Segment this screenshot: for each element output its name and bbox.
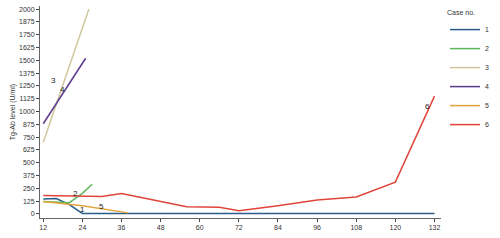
svg-text:36: 36 (118, 224, 126, 231)
svg-text:500: 500 (23, 159, 35, 166)
svg-text:5: 5 (485, 102, 489, 109)
svg-text:6: 6 (485, 121, 489, 128)
svg-text:2: 2 (73, 189, 78, 198)
svg-text:24: 24 (78, 224, 86, 231)
svg-text:625: 625 (23, 146, 35, 153)
svg-text:84: 84 (274, 224, 282, 231)
svg-text:48: 48 (157, 224, 165, 231)
svg-text:Case no.: Case no. (447, 9, 475, 16)
svg-text:3: 3 (485, 64, 489, 71)
svg-text:1000: 1000 (19, 108, 35, 115)
svg-text:108: 108 (350, 224, 362, 231)
svg-text:1: 1 (80, 205, 85, 214)
svg-text:5: 5 (99, 202, 104, 211)
svg-text:3: 3 (51, 76, 56, 85)
svg-text:4: 4 (60, 85, 65, 94)
svg-text:2: 2 (485, 45, 489, 52)
svg-text:1500: 1500 (19, 57, 35, 64)
svg-text:2000: 2000 (19, 6, 35, 13)
svg-text:6: 6 (425, 102, 430, 111)
svg-text:1250: 1250 (19, 82, 35, 89)
svg-text:120: 120 (390, 224, 402, 231)
svg-text:0: 0 (31, 210, 35, 217)
svg-text:72: 72 (235, 224, 243, 231)
svg-text:750: 750 (23, 134, 35, 141)
svg-text:1750: 1750 (19, 31, 35, 38)
svg-text:1: 1 (485, 26, 489, 33)
svg-text:875: 875 (23, 121, 35, 128)
svg-text:375: 375 (23, 172, 35, 179)
svg-text:1375: 1375 (19, 70, 35, 77)
svg-text:1625: 1625 (19, 44, 35, 51)
svg-text:1125: 1125 (20, 95, 35, 102)
svg-text:12: 12 (39, 224, 47, 231)
svg-text:60: 60 (196, 224, 204, 231)
svg-text:4: 4 (485, 83, 489, 90)
svg-text:250: 250 (23, 185, 35, 192)
svg-text:96: 96 (313, 224, 321, 231)
svg-text:132: 132 (429, 224, 441, 231)
svg-text:125: 125 (23, 198, 35, 205)
svg-text:Tg-Ab level (U/ml): Tg-Ab level (U/ml) (9, 84, 17, 140)
svg-text:1875: 1875 (19, 18, 35, 25)
